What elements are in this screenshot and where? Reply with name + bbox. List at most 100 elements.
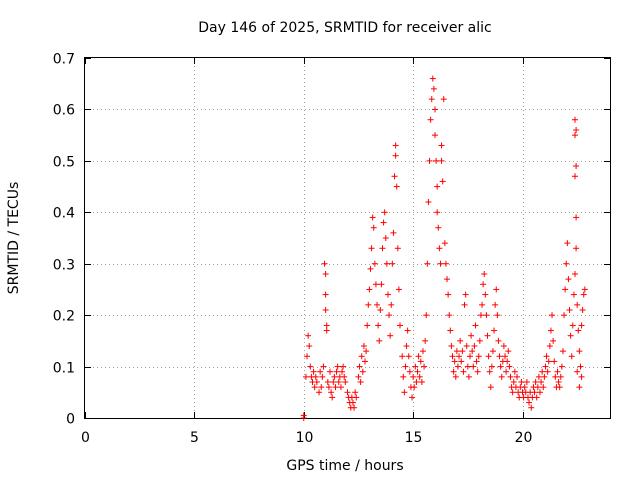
data-point	[559, 348, 566, 355]
axis-tick-labels: 0 5 10 15 20 0 0.1 0.2 0.3 0.4 0.5 0.6 0.7	[53, 52, 533, 447]
data-point	[456, 353, 463, 360]
data-point	[402, 363, 409, 370]
data-point	[428, 96, 435, 103]
data-point	[393, 183, 400, 190]
data-point	[339, 368, 346, 375]
data-point	[316, 389, 323, 396]
data-point	[381, 209, 388, 216]
data-point	[406, 368, 413, 375]
data-point	[421, 363, 428, 370]
x-tick-label: 10	[296, 430, 314, 446]
data-point	[442, 260, 449, 267]
data-point	[521, 384, 528, 391]
data-point	[434, 209, 441, 216]
data-point	[335, 379, 342, 385]
data-point	[496, 353, 503, 360]
data-point	[547, 327, 554, 334]
data-point	[372, 281, 379, 288]
data-point	[363, 348, 370, 355]
data-point	[304, 353, 311, 360]
data-point	[489, 348, 496, 355]
data-point	[430, 85, 437, 92]
data-point	[465, 373, 472, 380]
data-point	[433, 157, 440, 164]
data-point	[500, 343, 507, 349]
data-point	[438, 157, 445, 164]
data-point	[554, 368, 561, 375]
data-point	[550, 337, 557, 344]
data-point	[435, 224, 442, 231]
data-point	[321, 260, 328, 267]
data-point	[416, 373, 423, 380]
data-point	[573, 214, 580, 221]
data-point	[544, 368, 551, 375]
data-point	[475, 353, 482, 360]
data-point	[356, 363, 363, 370]
data-point	[351, 404, 358, 411]
data-point	[514, 373, 521, 380]
y-axis-label: SRMTID / TECUs	[6, 182, 22, 295]
data-point	[523, 379, 530, 385]
data-point	[576, 384, 583, 391]
data-point	[537, 389, 543, 396]
data-point	[368, 245, 375, 252]
data-point	[322, 291, 329, 298]
data-point	[397, 322, 403, 329]
data-point	[427, 116, 434, 123]
data-point	[578, 322, 585, 329]
data-point	[472, 322, 479, 329]
data-point	[457, 337, 464, 344]
data-point	[576, 348, 583, 355]
data-point	[441, 240, 448, 247]
chart-title: Day 146 of 2025, SRMTID for receiver ali…	[198, 20, 491, 36]
y-tick-label: 0.1	[53, 361, 75, 377]
data-point	[409, 394, 416, 401]
data-point	[565, 276, 572, 283]
data-point	[448, 343, 455, 349]
x-tick-label: 15	[405, 430, 423, 446]
data-point	[573, 245, 580, 252]
data-point	[450, 368, 457, 375]
data-point	[432, 106, 438, 113]
data-point	[581, 286, 588, 293]
data-point	[405, 353, 412, 360]
data-points	[300, 75, 588, 421]
data-point	[395, 286, 402, 293]
data-point	[575, 327, 582, 334]
data-point	[379, 245, 386, 252]
data-point	[327, 368, 333, 375]
data-point	[426, 157, 433, 164]
data-point	[492, 301, 499, 308]
data-point	[484, 332, 491, 339]
data-point	[392, 142, 399, 149]
data-point	[306, 343, 313, 349]
data-point	[532, 379, 539, 385]
axis-ticks	[85, 58, 610, 419]
data-point	[400, 373, 407, 380]
data-point	[358, 353, 365, 360]
data-point	[467, 353, 473, 360]
data-point	[365, 301, 372, 308]
data-point	[320, 363, 327, 370]
data-point	[504, 358, 511, 365]
data-point	[382, 235, 389, 241]
data-point	[425, 199, 432, 205]
y-tick-label: 0.6	[53, 103, 75, 119]
data-point	[342, 379, 349, 385]
data-point	[328, 389, 335, 396]
data-point	[578, 373, 585, 380]
data-point	[568, 353, 575, 360]
data-point	[429, 75, 436, 82]
data-point	[352, 389, 359, 396]
data-point	[495, 337, 502, 344]
data-point	[369, 214, 376, 221]
data-point	[394, 245, 401, 252]
y-tick-label: 0.4	[53, 206, 75, 222]
data-point	[476, 337, 483, 344]
data-point	[486, 368, 493, 375]
x-axis-label: GPS time / hours	[286, 458, 403, 474]
data-point	[507, 373, 514, 380]
data-point	[526, 399, 533, 406]
data-point	[300, 412, 307, 419]
